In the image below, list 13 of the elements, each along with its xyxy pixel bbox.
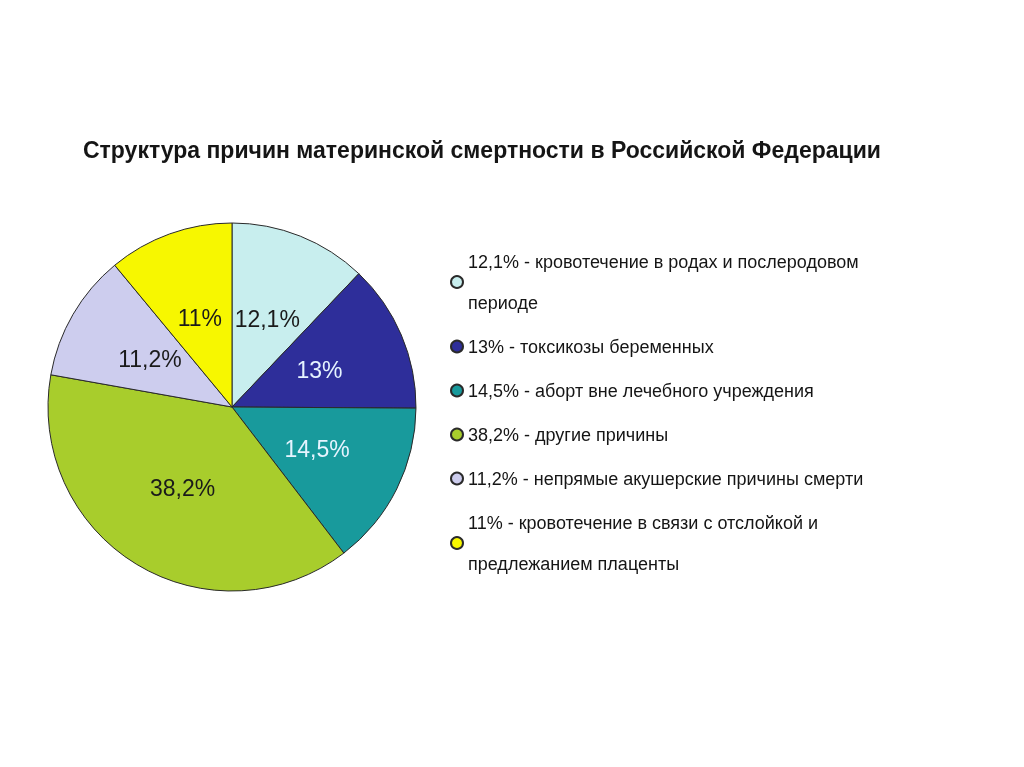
legend-label: 11% - кровотечение в связи с отслойкой и предлежанием плаценты (468, 512, 819, 574)
data-label: 13% (296, 356, 343, 383)
legend-label: 13% - токсикозы беременных (468, 336, 714, 357)
legend-label: 12,1% - кровотечение в родах и послеродовом периоде (468, 251, 859, 313)
data-label: 11,2% (118, 346, 182, 373)
legend-label: 11,2% - непрямые акушерские причины смерти (468, 468, 864, 489)
data-label: 11% (177, 304, 222, 331)
data-label: 38,2% (150, 475, 216, 502)
data-label: 14,5% (284, 436, 350, 463)
legend-label: 14,5% - аборт вне лечебного учреждения (468, 380, 814, 401)
chart-title: Структура причин материнской смертности в Российской Федерации (83, 136, 881, 163)
legend-label: 38,2% - другие причины (468, 424, 669, 445)
data-label: 12,1% (234, 305, 300, 332)
